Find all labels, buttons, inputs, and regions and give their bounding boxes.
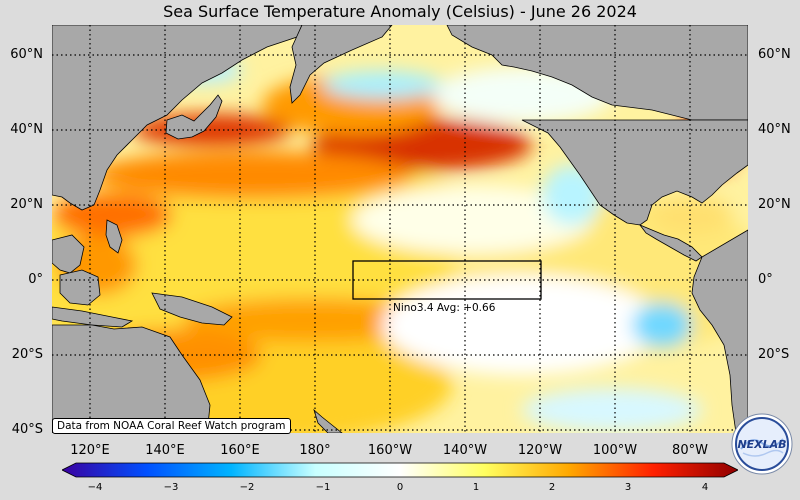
sst-anomaly-map: Nino3.4 Avg: +0.66 [52,25,748,433]
lat-label-0: 0° [28,272,43,287]
lon-label-160w: 160°W [367,443,413,458]
land-indonesia [52,306,134,328]
lat-label-20n-right: 20°N [758,197,791,212]
colorbar-tick: −4 [87,482,103,493]
colorbar-tick: −3 [163,482,179,493]
land-new-zealand [313,408,343,433]
colorbar-tick: 0 [396,482,404,493]
nino34-box [352,260,542,300]
land-central-america [638,224,703,262]
colorbar-gradient [61,462,739,478]
logo-text: NEXLAB [737,438,786,451]
land-north-america [521,119,748,226]
cool-region [322,71,442,99]
warm-region [652,195,732,235]
lon-label-140e: 140°E [145,443,185,458]
neutral-region [352,186,592,254]
data-credit: Data from NOAA Coral Reef Watch program [52,418,291,434]
colorbar-tick: 1 [472,482,480,493]
land-japan [165,94,223,140]
map-title: Sea Surface Temperature Anomaly (Celsius… [163,2,637,21]
neutral-region [382,275,662,375]
land-asia [52,25,303,211]
lat-label-60n-right: 60°N [758,47,791,62]
land-australia [52,324,211,433]
lat-label-20n: 20°N [10,197,43,212]
lon-label-140w: 140°W [442,443,488,458]
lon-label-180: 180° [299,443,331,458]
land-southeast-asia [52,234,85,274]
land-philippines [105,219,123,254]
lon-label-120e: 120°E [70,443,110,458]
lat-label-40s: 40°S [11,422,43,437]
lat-label-0-right: 0° [758,272,773,287]
land-south-america [691,229,748,433]
lat-label-40n-right: 40°N [758,122,791,137]
graticule [52,25,748,433]
colorbar-tick: 4 [701,482,709,493]
lon-label-100w: 100°W [592,443,638,458]
lat-label-20s-right: 20°S [758,347,790,362]
nino34-label: Nino3.4 Avg: +0.66 [393,302,496,314]
hot-band [182,298,442,342]
lat-label-20s: 20°S [11,347,43,362]
lon-label-120w: 120°W [517,443,563,458]
colorbar-tick: −2 [239,482,255,493]
hot-band [92,151,412,199]
lat-label-40n: 40°N [10,122,43,137]
cool-region [522,388,702,432]
lon-label-80w: 80°W [672,443,708,458]
nexlab-logo: NEXLAB [731,413,793,475]
land-new-guinea [151,292,233,326]
colorbar [61,462,739,478]
colorbar-tick: 2 [548,482,556,493]
colorbar-tick: −1 [315,482,331,493]
cool-region [632,303,692,347]
colorbar-tick: 3 [624,482,632,493]
lon-label-160e: 160°E [220,443,260,458]
lat-label-60n: 60°N [10,47,43,62]
